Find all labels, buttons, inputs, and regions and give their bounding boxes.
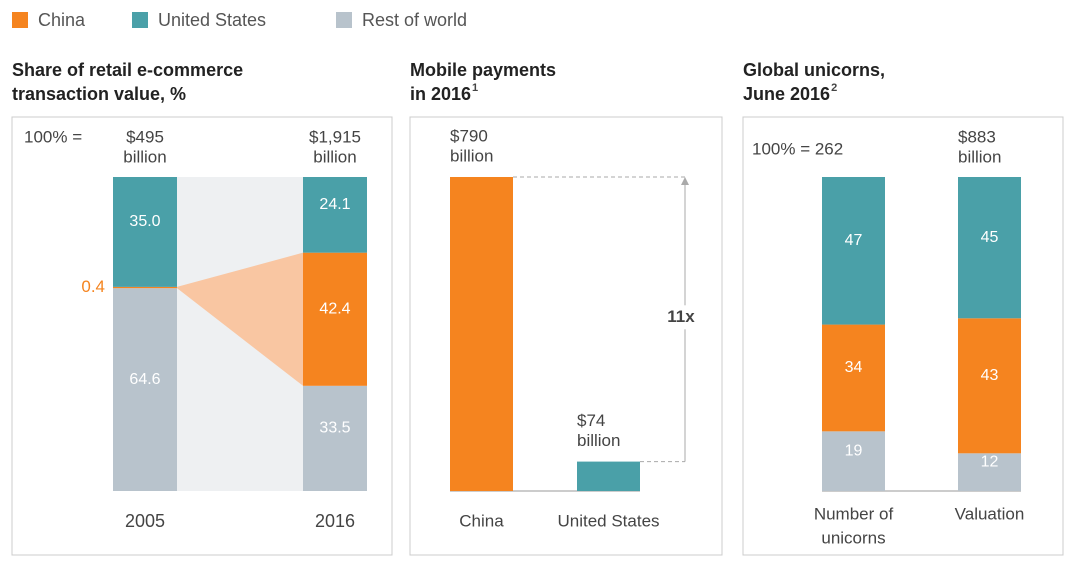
x-tick-label: 2005 xyxy=(125,511,165,531)
bar-segment xyxy=(113,286,177,289)
value-label: 47 xyxy=(845,232,863,249)
legend-swatch xyxy=(336,12,352,28)
value-label: 42.4 xyxy=(319,300,350,317)
value-label: billion xyxy=(577,431,620,450)
bar-segment xyxy=(113,288,177,491)
bar-segment xyxy=(303,177,367,253)
bar-segment xyxy=(113,177,177,287)
value-label: 45 xyxy=(981,229,999,246)
title-note: 1 xyxy=(472,82,478,94)
value-label: 19 xyxy=(845,442,863,459)
arrow-head xyxy=(681,177,689,185)
annotation-bg xyxy=(663,305,699,330)
total-label: 100% = 262 xyxy=(752,139,843,158)
x-tick-label: unicorns xyxy=(821,528,885,547)
bar-segment xyxy=(303,252,367,386)
bar-segment xyxy=(958,453,1021,491)
bar xyxy=(577,461,640,491)
value-label: 64.6 xyxy=(129,371,160,388)
total-label: $883 xyxy=(958,127,996,146)
value-label: billion xyxy=(450,146,493,165)
bar xyxy=(450,177,513,491)
x-tick-label: China xyxy=(459,511,504,530)
annotation: 11x xyxy=(667,307,695,326)
bar-segment xyxy=(958,177,1021,319)
legend-label: Rest of world xyxy=(362,10,467,30)
legend-label: United States xyxy=(158,10,266,30)
total-label: $495 xyxy=(126,127,164,146)
value-label: $790 xyxy=(450,126,488,145)
x-tick-label: Number of xyxy=(814,504,894,523)
bar-segment xyxy=(958,318,1021,454)
total-prefix: 100% = xyxy=(24,127,82,146)
total-label: billion xyxy=(123,147,166,166)
x-tick-label: United States xyxy=(557,511,659,530)
x-tick-label: 2016 xyxy=(315,511,355,531)
value-label: 35.0 xyxy=(129,213,160,230)
value-label: 34 xyxy=(845,359,863,376)
value-label: 33.5 xyxy=(319,420,350,437)
bar-segment xyxy=(822,431,885,491)
chart-title: Share of retail e-commerce xyxy=(12,60,243,80)
value-label: 12 xyxy=(981,453,999,470)
chart-title: Mobile payments xyxy=(410,60,556,80)
value-label: 24.1 xyxy=(319,196,350,213)
x-tick-label: Valuation xyxy=(955,504,1025,523)
chart-title: Global unicorns, xyxy=(743,60,885,80)
chart-title: June 2016 xyxy=(743,84,830,104)
title-note: 2 xyxy=(831,82,837,94)
bar-segment xyxy=(303,385,367,491)
total-label: $1,915 xyxy=(309,127,361,146)
total-label: billion xyxy=(313,147,356,166)
total-label: billion xyxy=(958,147,1001,166)
connector xyxy=(177,252,303,386)
legend-label: China xyxy=(38,10,86,30)
bar-segment xyxy=(822,177,885,325)
value-label: 43 xyxy=(981,367,999,384)
bar-segment xyxy=(822,324,885,432)
legend-swatch xyxy=(12,12,28,28)
legend-swatch xyxy=(132,12,148,28)
value-label: 0.4 xyxy=(81,277,105,296)
value-label: $74 xyxy=(577,411,605,430)
chart-title: transaction value, % xyxy=(12,84,186,104)
chart-title: in 2016 xyxy=(410,84,471,104)
